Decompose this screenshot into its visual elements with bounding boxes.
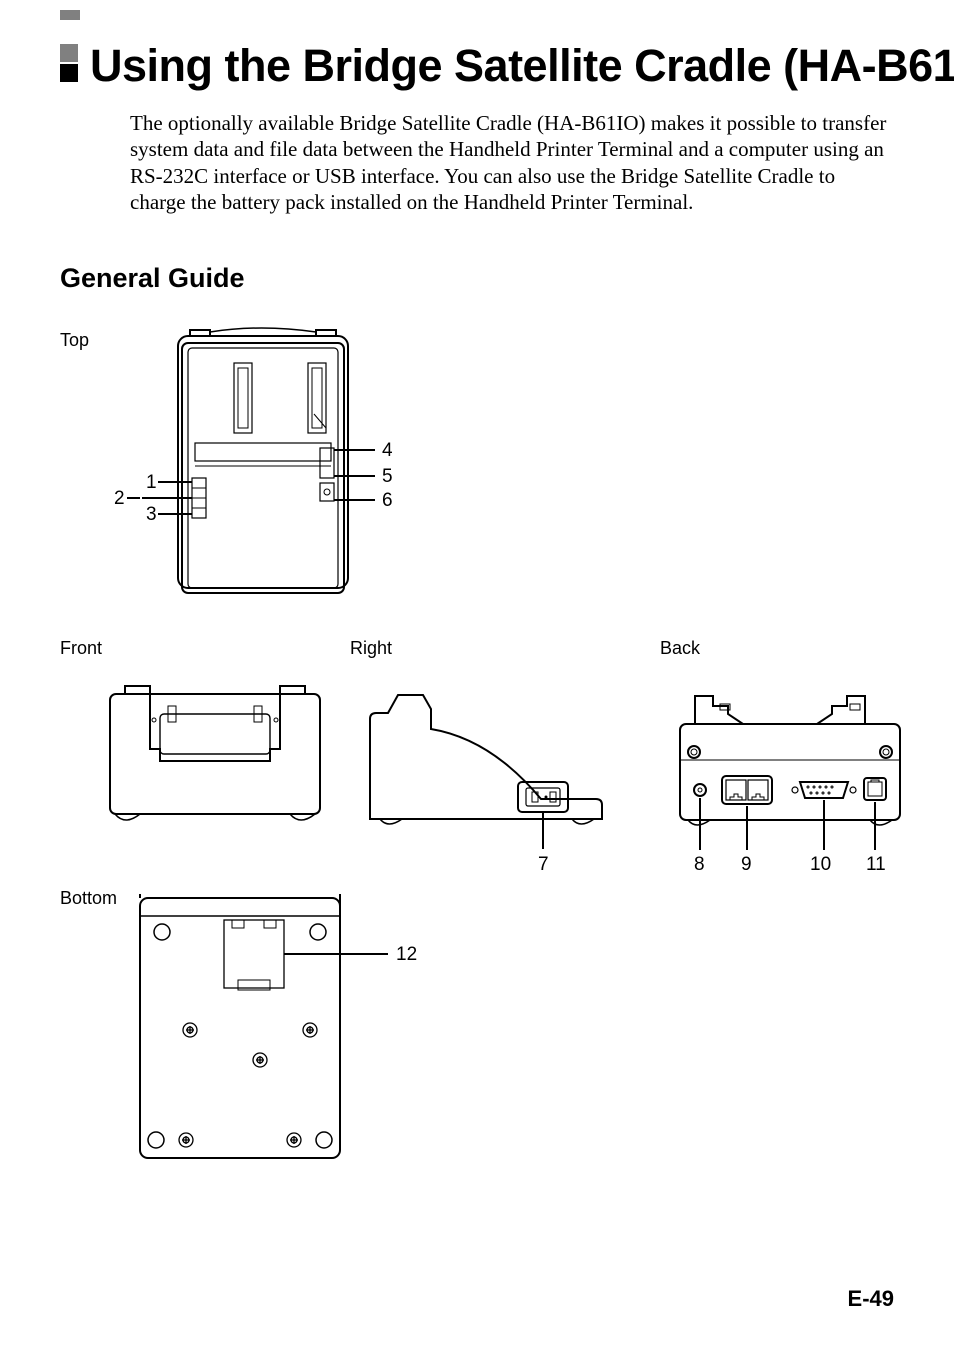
diagram-bottom-svg: 12	[120, 888, 460, 1188]
title-row: Using the Bridge Satellite Cradle (HA-B6…	[60, 40, 894, 92]
diagram-top-svg: 4 5 6 1 2 3	[110, 318, 440, 618]
diagram-back-svg: 8 9 10 11	[660, 664, 930, 904]
page: Using the Bridge Satellite Cradle (HA-B6…	[0, 0, 954, 1352]
callout-4: 4	[382, 440, 393, 461]
callout-10: 10	[810, 854, 831, 875]
diagrams-area: Top	[60, 318, 894, 1188]
callout-1: 1	[146, 472, 157, 493]
callout-12: 12	[396, 944, 417, 965]
view-right: Right 7	[350, 638, 650, 904]
callout-11: 11	[866, 854, 886, 875]
view-front-label: Front	[60, 638, 102, 659]
callout-3: 3	[146, 504, 157, 525]
diagram-front-svg	[90, 664, 340, 854]
callout-2: 2	[114, 488, 125, 509]
view-bottom: Bottom	[60, 888, 460, 1188]
view-back: Back	[660, 638, 930, 904]
section-heading: General Guide	[60, 263, 894, 294]
callout-5: 5	[382, 466, 393, 487]
diagram-right-svg: 7	[350, 664, 650, 904]
view-bottom-label: Bottom	[60, 888, 117, 909]
callout-9: 9	[741, 854, 752, 875]
callout-8: 8	[694, 854, 705, 875]
view-top-label: Top	[60, 330, 89, 351]
view-front: Front	[60, 638, 340, 854]
page-number: E-49	[848, 1286, 894, 1312]
view-right-label: Right	[350, 638, 392, 659]
page-title: Using the Bridge Satellite Cradle (HA-B6…	[90, 40, 954, 92]
callout-7: 7	[538, 854, 549, 875]
view-top: Top	[60, 318, 440, 618]
intro-paragraph: The optionally available Bridge Satellit…	[130, 110, 890, 215]
header-gray-mark	[60, 10, 80, 20]
view-back-label: Back	[660, 638, 700, 659]
callout-6: 6	[382, 490, 393, 511]
title-bullet-icon	[60, 44, 78, 82]
